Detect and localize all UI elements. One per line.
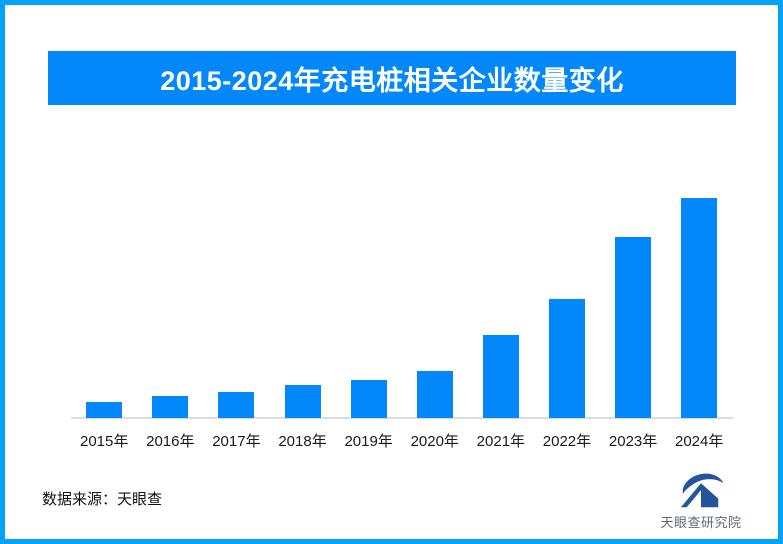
chart-title-banner: 2015-2024年充电桩相关企业数量变化 bbox=[48, 51, 736, 105]
brand-name: 天眼查研究院 bbox=[660, 515, 742, 530]
bar-2020年 bbox=[416, 371, 453, 418]
bar-2021年 bbox=[482, 335, 519, 418]
bar-2018年 bbox=[284, 384, 321, 418]
tianyancha-logo-icon bbox=[680, 473, 724, 508]
x-tick-label: 2015年 bbox=[80, 433, 129, 450]
bar-2022年 bbox=[548, 298, 585, 418]
data-source-label: 数据来源：天眼查 bbox=[42, 491, 163, 508]
x-tick-label: 2018年 bbox=[278, 433, 327, 450]
bar-chart: 2015年 2016年 2017年 2018年 2019年 2020年 2021年 2022年… bbox=[5, 5, 778, 539]
bar-2024年 bbox=[681, 197, 718, 418]
x-tick-label: 2016年 bbox=[146, 433, 195, 450]
x-tick-label: 2020年 bbox=[410, 433, 459, 450]
x-tick-label: 2023年 bbox=[608, 433, 658, 450]
bar-2023年 bbox=[615, 237, 652, 418]
chart-title: 2015-2024年充电桩相关企业数量变化 bbox=[160, 65, 624, 96]
x-tick-label: 2022年 bbox=[542, 433, 592, 450]
bar-2015年 bbox=[86, 401, 123, 418]
bar-2019年 bbox=[350, 380, 387, 418]
x-tick-label: 2017年 bbox=[212, 433, 261, 450]
bar-2016年 bbox=[152, 395, 189, 418]
x-axis-line bbox=[71, 417, 733, 419]
brand-logo: 天眼查研究院 bbox=[649, 471, 753, 531]
bar-2017年 bbox=[218, 391, 255, 418]
x-tick-label: 2024年 bbox=[675, 433, 724, 450]
x-tick-label: 2019年 bbox=[344, 433, 393, 450]
x-tick-label: 2021年 bbox=[476, 433, 526, 450]
